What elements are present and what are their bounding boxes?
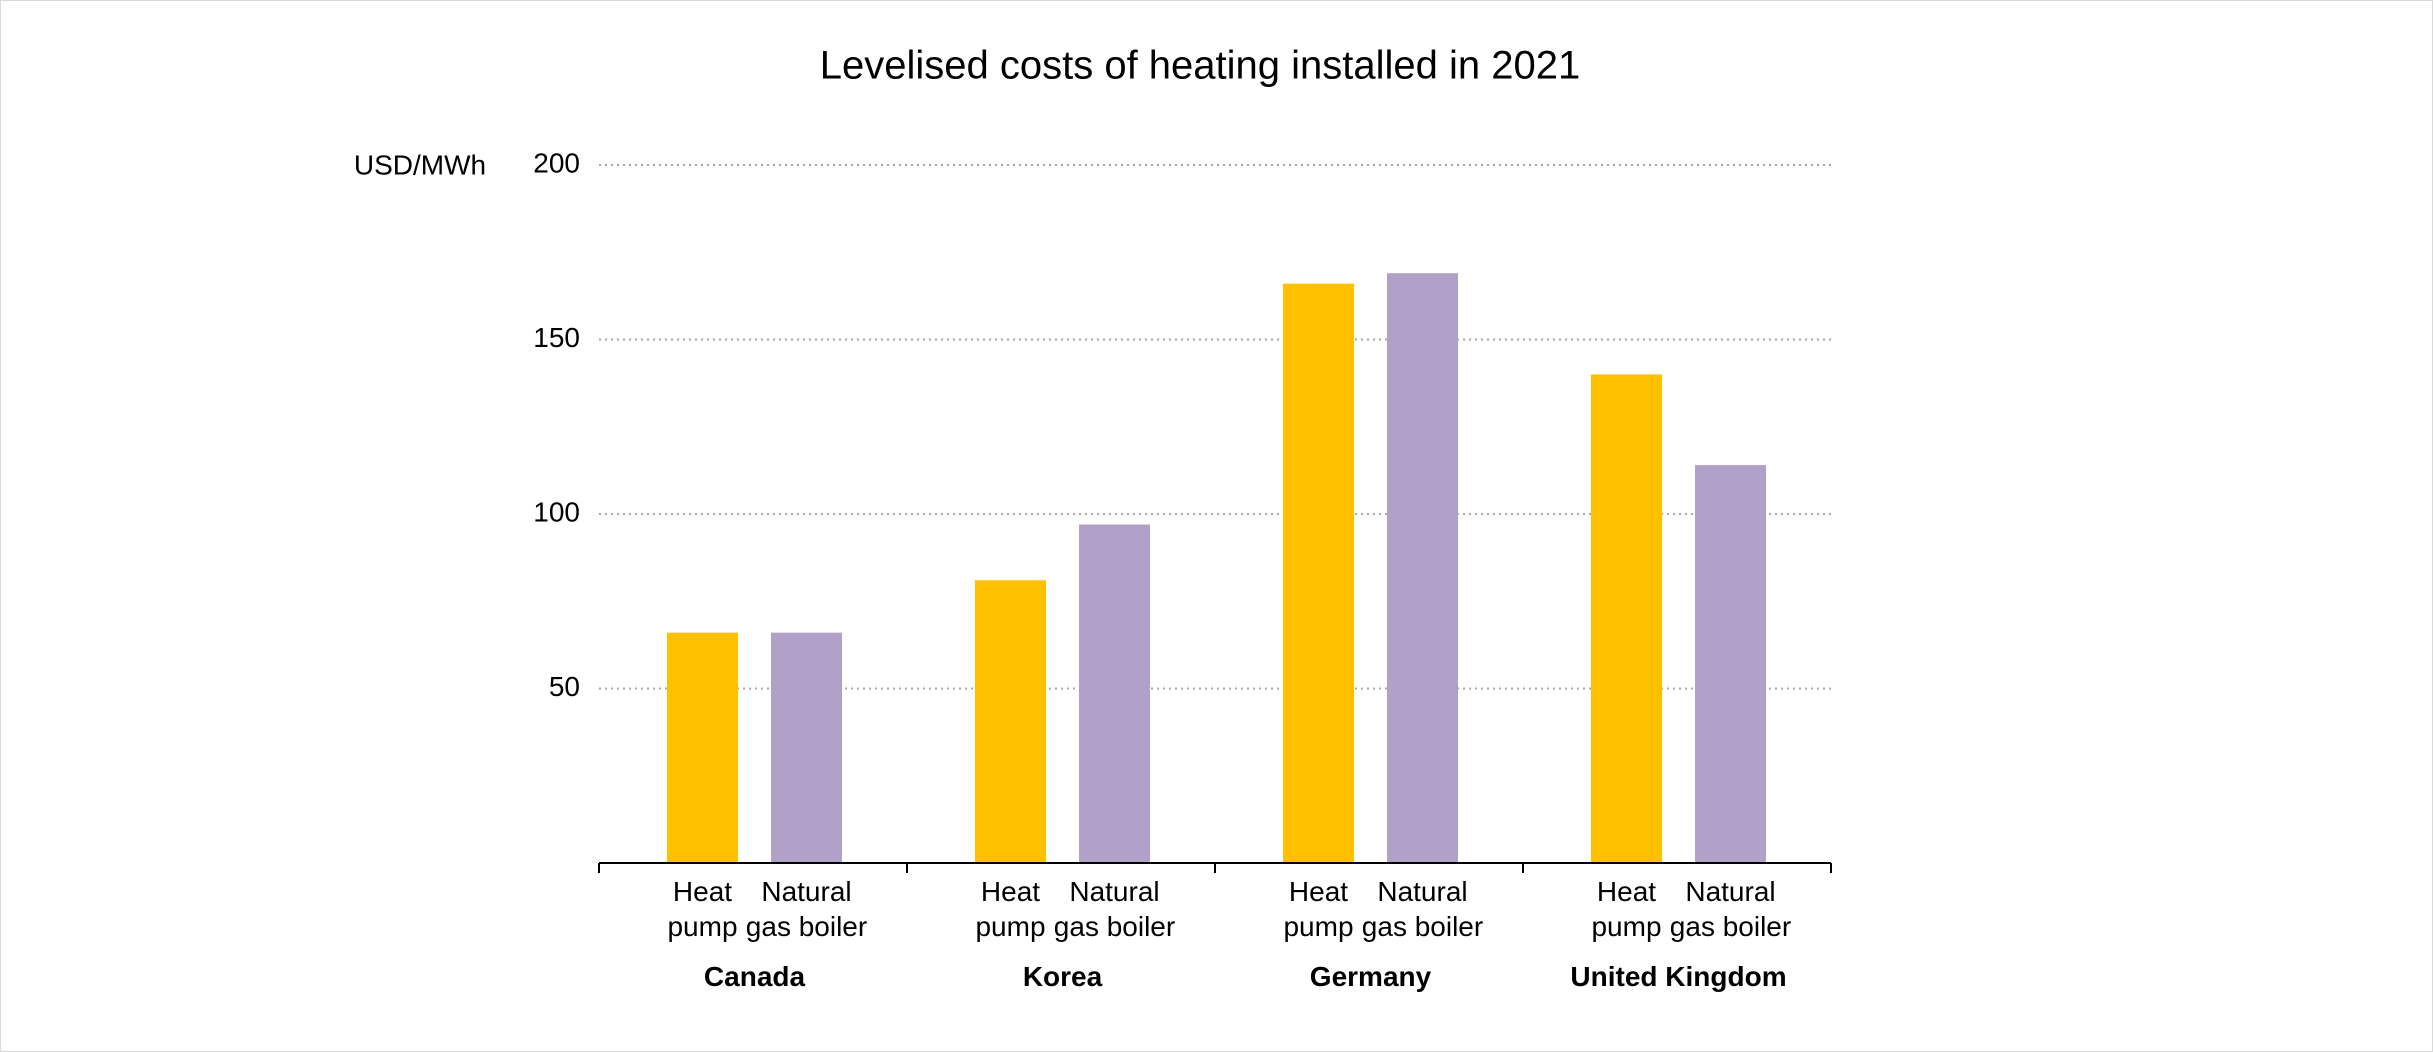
y-axis-label: USD/MWh bbox=[354, 149, 486, 180]
series-label: Heat pump bbox=[667, 876, 738, 942]
y-tick-label: 200 bbox=[533, 147, 580, 178]
bar bbox=[1387, 273, 1458, 863]
series-label: Natural gas boiler bbox=[1361, 876, 1484, 942]
series-label: Natural gas boiler bbox=[745, 876, 868, 942]
bar bbox=[667, 632, 738, 863]
y-tick-label: 150 bbox=[533, 322, 580, 353]
y-tick-label: 100 bbox=[533, 496, 580, 527]
series-label: Heat pump bbox=[1591, 876, 1662, 942]
bar bbox=[1079, 524, 1150, 863]
chart-title: Levelised costs of heating installed in … bbox=[820, 44, 1581, 88]
category-label: United Kingdom bbox=[1570, 961, 1787, 992]
bar bbox=[771, 632, 842, 863]
category-label: Korea bbox=[1022, 961, 1103, 992]
bar bbox=[1695, 465, 1766, 863]
series-label: Natural gas boiler bbox=[1669, 876, 1792, 942]
series-label: Heat pump bbox=[975, 876, 1046, 942]
category-label: Germany bbox=[1309, 961, 1432, 992]
bar bbox=[1591, 374, 1662, 863]
bar bbox=[1283, 283, 1354, 863]
series-label: Heat pump bbox=[1283, 876, 1354, 942]
bar bbox=[975, 580, 1046, 863]
y-tick-label: 50 bbox=[549, 671, 580, 702]
category-label: Canada bbox=[703, 961, 806, 992]
series-label: Natural gas boiler bbox=[1053, 876, 1176, 942]
